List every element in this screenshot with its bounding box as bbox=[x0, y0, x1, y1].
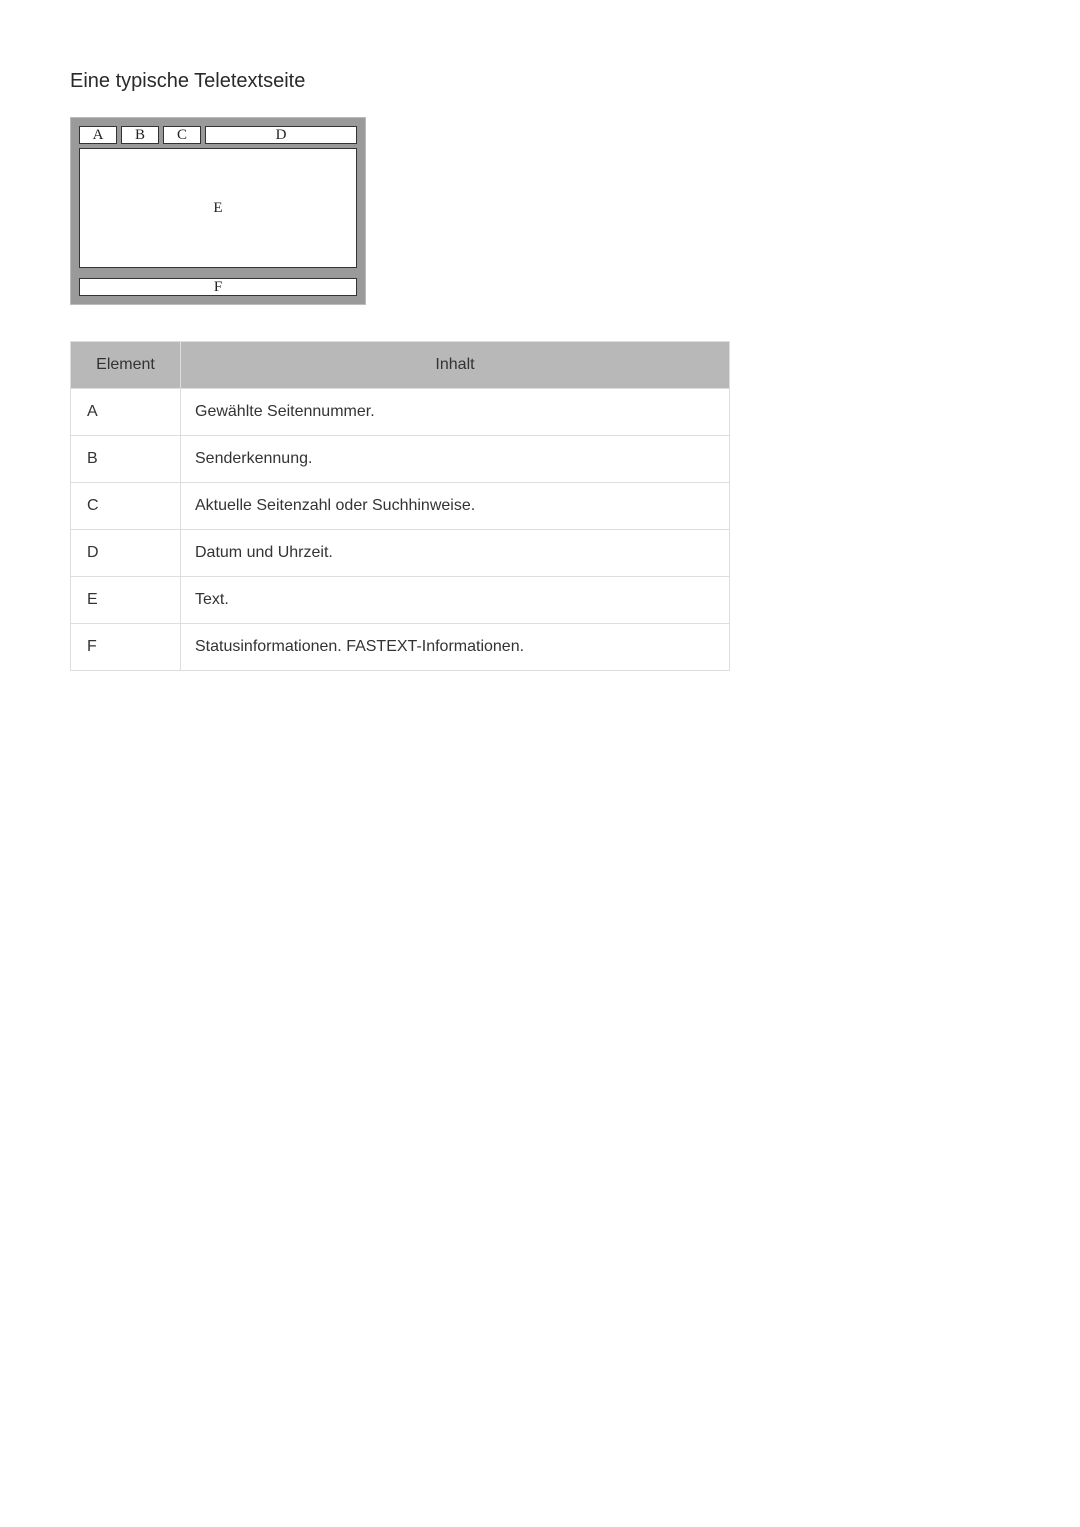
header-element: Element bbox=[71, 342, 181, 389]
table-header-row: Element Inhalt bbox=[71, 342, 730, 389]
legend-table: Element Inhalt A Gewählte Seitennummer. … bbox=[70, 341, 730, 671]
page-title: Eine typische Teletextseite bbox=[70, 70, 1010, 93]
teletext-diagram: A B C D E F bbox=[70, 117, 366, 305]
table-row: D Datum und Uhrzeit. bbox=[71, 530, 730, 577]
table-row: E Text. bbox=[71, 577, 730, 624]
diagram-box-e: E bbox=[79, 148, 357, 268]
header-content: Inhalt bbox=[181, 342, 730, 389]
diagram-box-b: B bbox=[121, 126, 159, 144]
table-row: F Statusinformationen. FASTEXT-Informati… bbox=[71, 624, 730, 671]
cell-element: F bbox=[71, 624, 181, 671]
cell-content: Aktuelle Seitenzahl oder Suchhinweise. bbox=[181, 483, 730, 530]
cell-content: Statusinformationen. FASTEXT-Information… bbox=[181, 624, 730, 671]
cell-content: Senderkennung. bbox=[181, 436, 730, 483]
table-row: C Aktuelle Seitenzahl oder Suchhinweise. bbox=[71, 483, 730, 530]
diagram-box-d: D bbox=[205, 126, 357, 144]
cell-element: B bbox=[71, 436, 181, 483]
diagram-top-row: A B C D bbox=[79, 126, 357, 144]
diagram-box-a: A bbox=[79, 126, 117, 144]
cell-content: Text. bbox=[181, 577, 730, 624]
cell-content: Datum und Uhrzeit. bbox=[181, 530, 730, 577]
cell-element: C bbox=[71, 483, 181, 530]
cell-content: Gewählte Seitennummer. bbox=[181, 389, 730, 436]
table-row: A Gewählte Seitennummer. bbox=[71, 389, 730, 436]
cell-element: E bbox=[71, 577, 181, 624]
table-row: B Senderkennung. bbox=[71, 436, 730, 483]
cell-element: D bbox=[71, 530, 181, 577]
cell-element: A bbox=[71, 389, 181, 436]
diagram-box-f: F bbox=[79, 278, 357, 296]
diagram-box-c: C bbox=[163, 126, 201, 144]
